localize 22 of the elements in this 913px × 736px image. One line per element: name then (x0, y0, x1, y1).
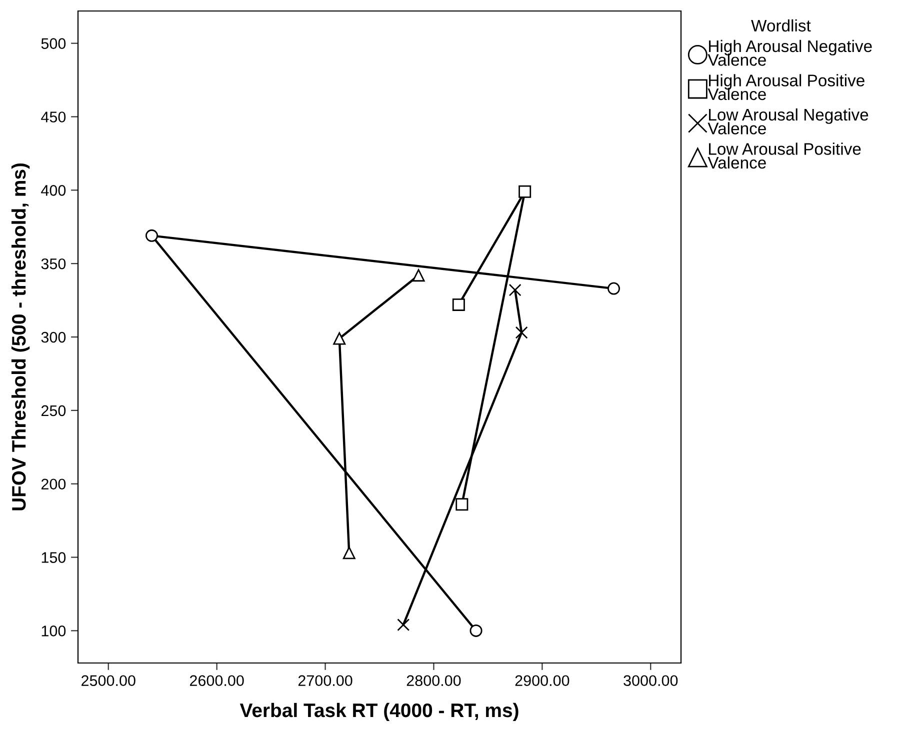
y-tick-label: 200 (41, 478, 66, 490)
x-tick-label: 2600.00 (190, 675, 244, 686)
y-tick-label: 350 (41, 258, 66, 270)
legend-label: High Arousal Positive Valence (708, 74, 864, 100)
legend-label: Low Arousal Negative Valence (708, 108, 868, 134)
y-tick-label: 300 (41, 332, 66, 343)
y-tick-label: 100 (42, 626, 66, 636)
x-tick-label: 2800.00 (406, 675, 461, 686)
legend-title: Wordlist (751, 19, 811, 32)
y-tick-label: 500 (41, 38, 66, 49)
x-axis-title: Verbal Task RT (4000 - RT, ms) (240, 702, 518, 722)
x-tick-label: 2700.00 (298, 675, 352, 686)
x-tick-label: 2900.00 (515, 675, 570, 686)
x-tick-label: 2500.00 (82, 675, 136, 686)
x-tick-label: 3000.00 (624, 675, 678, 686)
y-tick-label: 250 (41, 405, 66, 416)
y-tick-label: 400 (41, 185, 66, 196)
y-axis-title: UFOV Threshold (500 - threshold, ms) (11, 163, 30, 510)
y-tick-label: 150 (42, 552, 66, 563)
legend-label: High Arousal Negative Valence (708, 40, 872, 66)
y-tick-label: 450 (41, 112, 66, 122)
legend-label: Low Arousal Positive Valence (708, 142, 861, 169)
